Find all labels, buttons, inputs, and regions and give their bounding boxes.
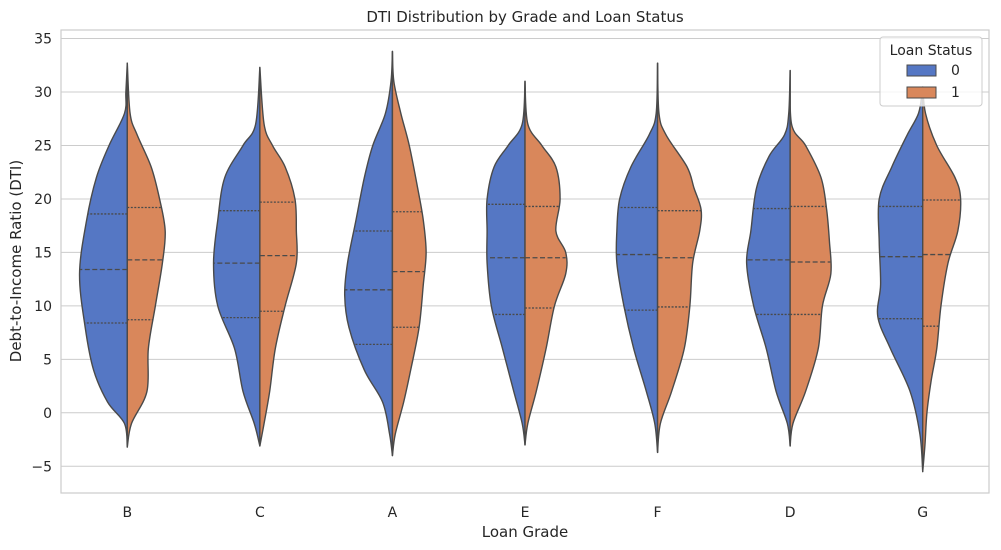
legend-swatch-0 <box>906 64 937 77</box>
violin-half-F-status_1 <box>656 62 703 454</box>
violin-half-F-status_0 <box>615 62 659 454</box>
x-tick-label: D <box>785 505 796 521</box>
violin-A <box>343 50 427 457</box>
legend-title: Loan Status <box>890 43 973 59</box>
x-tick-label: A <box>388 505 398 521</box>
violin-half-E-status_1 <box>524 80 568 446</box>
violin-G <box>876 85 962 473</box>
x-tick-label: F <box>654 505 662 521</box>
violin-D <box>745 69 832 447</box>
violin-layer <box>78 50 962 473</box>
legend-swatch-1 <box>906 86 937 99</box>
x-tick-label: G <box>917 505 928 521</box>
x-tick-label: E <box>521 505 530 521</box>
chart-title: DTI Distribution by Grade and Loan Statu… <box>366 8 684 26</box>
violin-half-G-status_0 <box>876 85 924 473</box>
violin-C <box>212 66 298 447</box>
violin-half-D-status_1 <box>789 69 832 447</box>
legend-label-0: 0 <box>951 63 960 79</box>
violin-F <box>615 62 703 454</box>
violin-half-A-status_0 <box>343 50 394 457</box>
x-tick-label: B <box>122 505 132 521</box>
legend-label-1: 1 <box>951 85 960 101</box>
y-tick-label: 25 <box>34 138 52 154</box>
violin-B <box>78 62 166 448</box>
violin-E <box>485 80 568 446</box>
violin-half-D-status_0 <box>745 69 791 447</box>
y-tick-label: 30 <box>34 85 52 101</box>
y-tick-label: 0 <box>43 406 52 422</box>
y-tick-label: 20 <box>34 192 52 208</box>
y-tick-label: 15 <box>34 245 52 261</box>
y-tick-label: 10 <box>34 299 52 315</box>
x-tick-label: C <box>255 505 265 521</box>
violin-half-A-status_1 <box>391 50 427 457</box>
violin-half-C-status_1 <box>259 66 298 447</box>
violin-half-E-status_0 <box>485 80 526 446</box>
x-axis-label: Loan Grade <box>482 523 568 541</box>
violin-half-B-status_0 <box>78 62 128 448</box>
plot-frame <box>60 29 990 494</box>
legend: Loan Status 0 1 <box>879 36 983 107</box>
y-axis-ticks: −5 0 5 10 15 20 25 30 35 <box>31 32 52 476</box>
violin-half-C-status_0 <box>212 66 261 447</box>
y-tick-label: −5 <box>31 459 52 475</box>
violin-half-B-status_1 <box>126 62 166 448</box>
y-tick-label: 5 <box>43 352 52 368</box>
y-tick-label: 35 <box>34 32 52 48</box>
violin-half-G-status_1 <box>922 85 962 473</box>
y-axis-label: Debt-to-Income Ratio (DTI) <box>7 160 25 362</box>
